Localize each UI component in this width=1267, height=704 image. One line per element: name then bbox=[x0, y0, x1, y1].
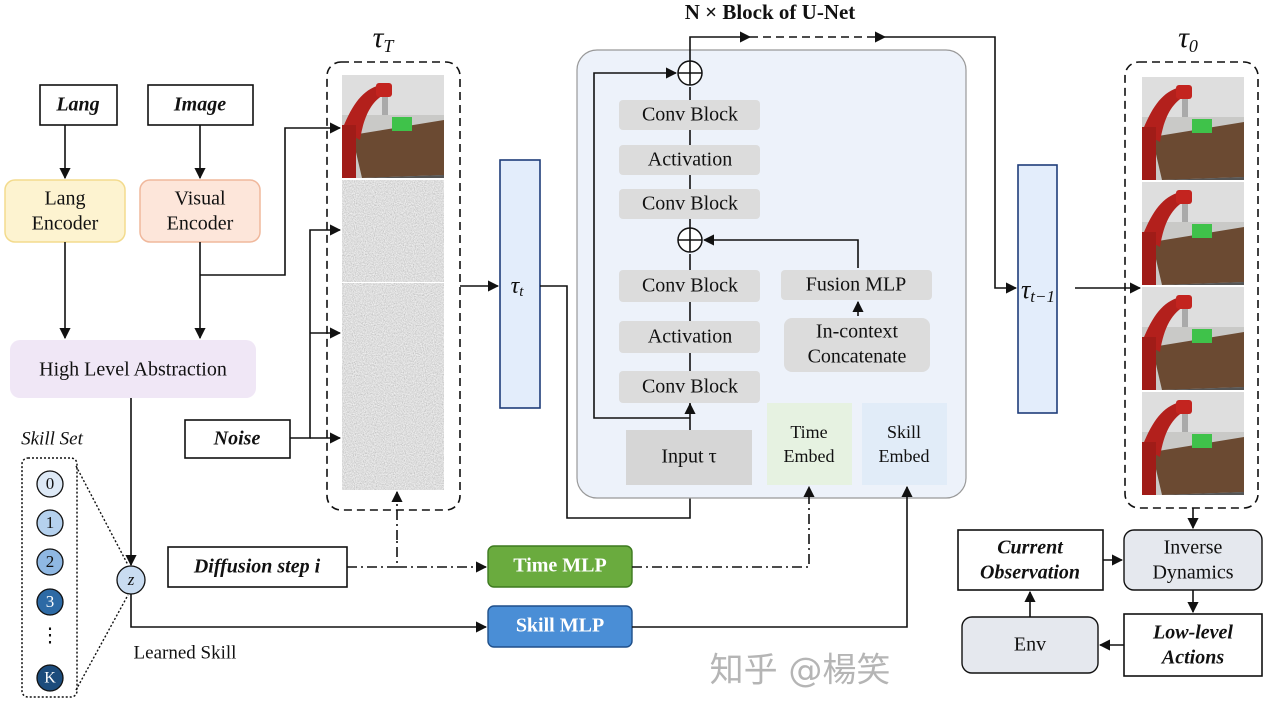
low-level-actions-line2: Actions bbox=[1160, 647, 1224, 669]
input-tau-label: Input τ bbox=[661, 446, 716, 468]
conv-block: Conv Block bbox=[642, 376, 738, 398]
skill-set-label: Skill Set bbox=[21, 428, 83, 449]
in-context-concatenate bbox=[784, 318, 930, 372]
lang-encoder-line2: Encoder bbox=[32, 213, 99, 235]
current-observation-line2: Observation bbox=[980, 562, 1080, 584]
skill-ellipsis: ⋮ bbox=[40, 625, 60, 647]
robot-frame-image bbox=[342, 75, 444, 178]
watermark: 知乎 @楊笑 bbox=[710, 651, 891, 691]
conv-block: Conv Block bbox=[642, 193, 738, 215]
noise-input-box bbox=[184, 419, 291, 459]
fusion-mlp-label: Fusion MLP bbox=[806, 274, 907, 296]
current-observation-box bbox=[957, 529, 1104, 591]
concat-line2: Concatenate bbox=[808, 346, 907, 368]
conv-block: Conv Block bbox=[642, 275, 738, 297]
time-embed-line1: Time bbox=[790, 422, 827, 442]
skill-item: 3 bbox=[46, 592, 55, 611]
upper-blocks: Conv Block Activation Conv Block bbox=[619, 100, 760, 219]
tau-t-bar bbox=[499, 159, 541, 409]
robot-frame-image bbox=[1142, 182, 1244, 285]
image-input-box bbox=[147, 84, 254, 126]
skill-embed-box bbox=[862, 403, 947, 485]
visual-encoder-line1: Visual bbox=[174, 188, 225, 210]
robot-frame-image bbox=[1142, 287, 1244, 390]
env-label: Env bbox=[1014, 634, 1046, 656]
robot-frame-image bbox=[1142, 77, 1244, 180]
tau-0-label: τ0 bbox=[1178, 21, 1198, 56]
skill-item: 1 bbox=[46, 513, 55, 532]
tau-T-label: τT bbox=[373, 21, 396, 56]
visual-encoder-line2: Encoder bbox=[167, 213, 234, 235]
skill-set-container bbox=[21, 457, 78, 698]
activation-block: Activation bbox=[648, 149, 732, 171]
high-level-abstraction bbox=[10, 340, 256, 398]
inverse-dynamics-line2: Dynamics bbox=[1152, 562, 1233, 584]
noise-input-label: Noise bbox=[213, 428, 261, 450]
image-input-label: Image bbox=[173, 94, 226, 116]
input-tau-box bbox=[626, 430, 752, 485]
tau-t-label: τt bbox=[511, 273, 525, 301]
high-level-abstraction-label: High Level Abstraction bbox=[39, 359, 227, 381]
lang-encoder-line1: Lang bbox=[44, 188, 85, 210]
noise-frame-image bbox=[342, 283, 444, 490]
skill-item: 2 bbox=[46, 552, 55, 571]
concat-line1: In-context bbox=[816, 321, 899, 343]
skill-embed-line1: Skill bbox=[887, 422, 921, 442]
time-mlp-label: Time MLP bbox=[513, 555, 607, 577]
noise-frame-image bbox=[342, 180, 444, 282]
tau-0-container bbox=[1124, 61, 1259, 509]
activation-block: Activation bbox=[648, 326, 732, 348]
time-embed-line2: Embed bbox=[784, 446, 835, 466]
time-embed-box bbox=[767, 403, 852, 485]
lang-input-label: Lang bbox=[55, 94, 99, 116]
z-label: z bbox=[127, 570, 135, 589]
skill-embed-line2: Embed bbox=[879, 446, 930, 466]
diffusion-step-box bbox=[167, 546, 348, 588]
unet-title: N × Block of U-Net bbox=[685, 0, 856, 24]
skill-item: 0 bbox=[46, 474, 55, 493]
skill-item: K bbox=[44, 670, 56, 687]
lower-blocks: Conv Block Activation Conv Block bbox=[619, 270, 760, 403]
learned-skill-label: Learned Skill bbox=[134, 642, 237, 663]
robot-frame-image bbox=[1142, 392, 1244, 495]
low-level-actions-box bbox=[1123, 613, 1263, 677]
skill-mlp-label: Skill MLP bbox=[516, 615, 604, 637]
fusion-mlp bbox=[781, 270, 932, 300]
lang-input-box bbox=[39, 84, 118, 126]
tau-t-minus-1-label: τt−1 bbox=[1021, 275, 1055, 306]
tau-t-minus-1-bar bbox=[1017, 164, 1058, 414]
conv-block: Conv Block bbox=[642, 104, 738, 126]
inverse-dynamics-line1: Inverse bbox=[1164, 537, 1223, 559]
low-level-actions-line1: Low-level bbox=[1152, 622, 1233, 644]
diffusion-step-label: Diffusion step i bbox=[193, 556, 321, 578]
skill-list: 0 1 2 3 ⋮ K bbox=[36, 470, 64, 692]
current-observation-line1: Current bbox=[997, 537, 1064, 559]
tau-T-container bbox=[326, 61, 461, 511]
